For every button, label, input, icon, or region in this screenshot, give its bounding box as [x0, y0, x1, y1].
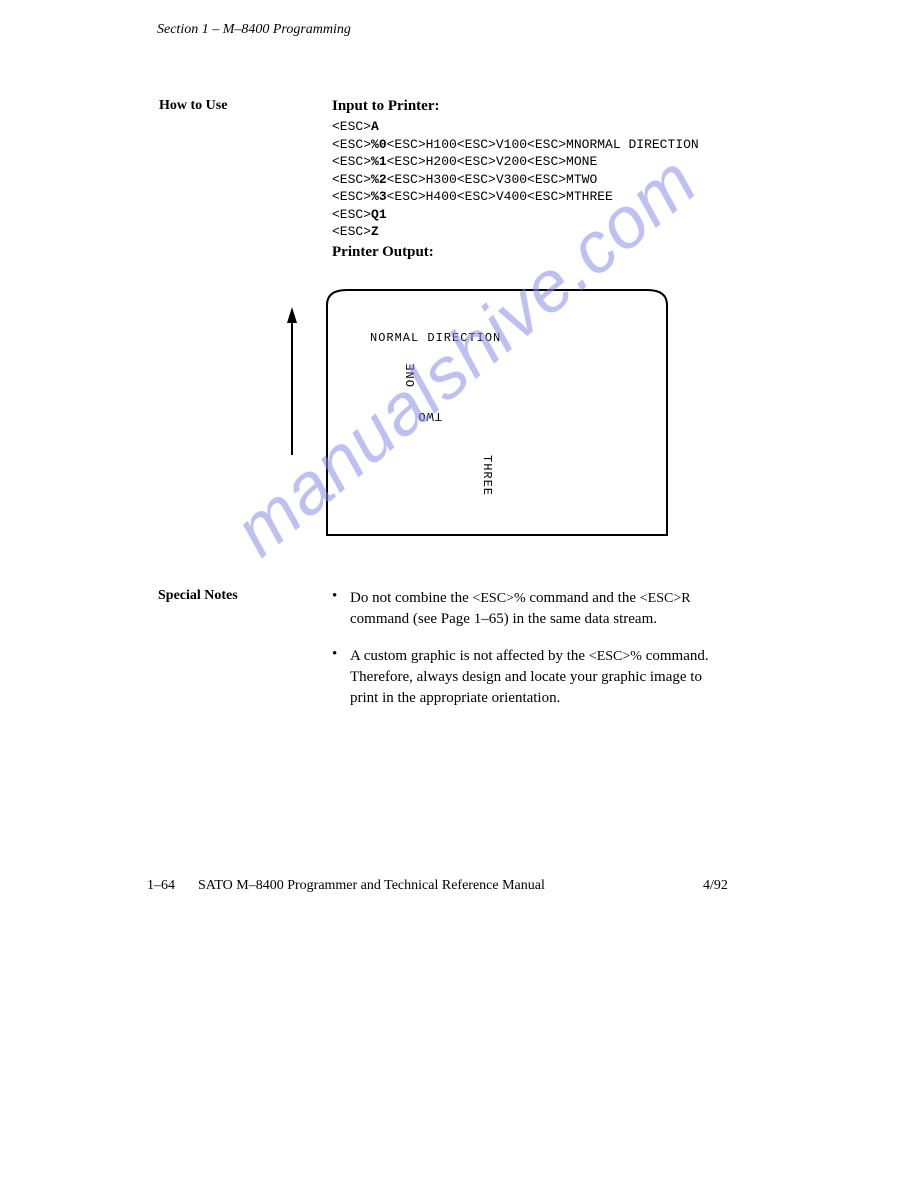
label-normal-direction: NORMAL DIRECTION	[370, 331, 501, 345]
label-two: TWO	[417, 409, 442, 423]
printer-output-heading: Printer Output:	[332, 244, 434, 261]
note-item: •Do not combine the <ESC>% command and t…	[332, 588, 732, 630]
code-line: <ESC>A	[332, 118, 699, 136]
code-line: <ESC>%0<ESC>H100<ESC>V100<ESC>MNORMAL DI…	[332, 136, 699, 154]
code-line: <ESC>Q1	[332, 206, 699, 224]
special-notes-label: Special Notes	[158, 588, 238, 604]
bullet-icon: •	[332, 588, 350, 630]
note-item: •A custom graphic is not affected by the…	[332, 646, 732, 709]
code-line: <ESC>%2<ESC>H300<ESC>V300<ESC>MTWO	[332, 171, 699, 189]
printer-output-diagram: NORMAL DIRECTION ONE TWO THREE	[282, 285, 682, 545]
code-line: <ESC>Z	[332, 223, 699, 241]
section-header: Section 1 – M–8400 Programming	[157, 22, 351, 38]
page: Section 1 – M–8400 Programming How to Us…	[0, 0, 918, 1188]
label-one: ONE	[404, 362, 418, 387]
footer-title: SATO M–8400 Programmer and Technical Ref…	[198, 878, 545, 894]
footer-page-number: 1–64	[147, 878, 175, 894]
input-code-block: <ESC>A<ESC>%0<ESC>H100<ESC>V100<ESC>MNOR…	[332, 118, 699, 241]
note-text: A custom graphic is not affected by the …	[350, 646, 732, 709]
how-to-use-label: How to Use	[159, 98, 227, 114]
footer-date: 4/92	[703, 878, 728, 894]
diagram-svg: NORMAL DIRECTION ONE TWO THREE	[282, 285, 682, 545]
code-line: <ESC>%1<ESC>H200<ESC>V200<ESC>MONE	[332, 153, 699, 171]
input-to-printer-heading: Input to Printer:	[332, 98, 440, 115]
bullet-icon: •	[332, 646, 350, 709]
special-notes-list: •Do not combine the <ESC>% command and t…	[332, 588, 732, 725]
note-text: Do not combine the <ESC>% command and th…	[350, 588, 732, 630]
code-line: <ESC>%3<ESC>H400<ESC>V400<ESC>MTHREE	[332, 188, 699, 206]
label-three: THREE	[480, 455, 494, 496]
